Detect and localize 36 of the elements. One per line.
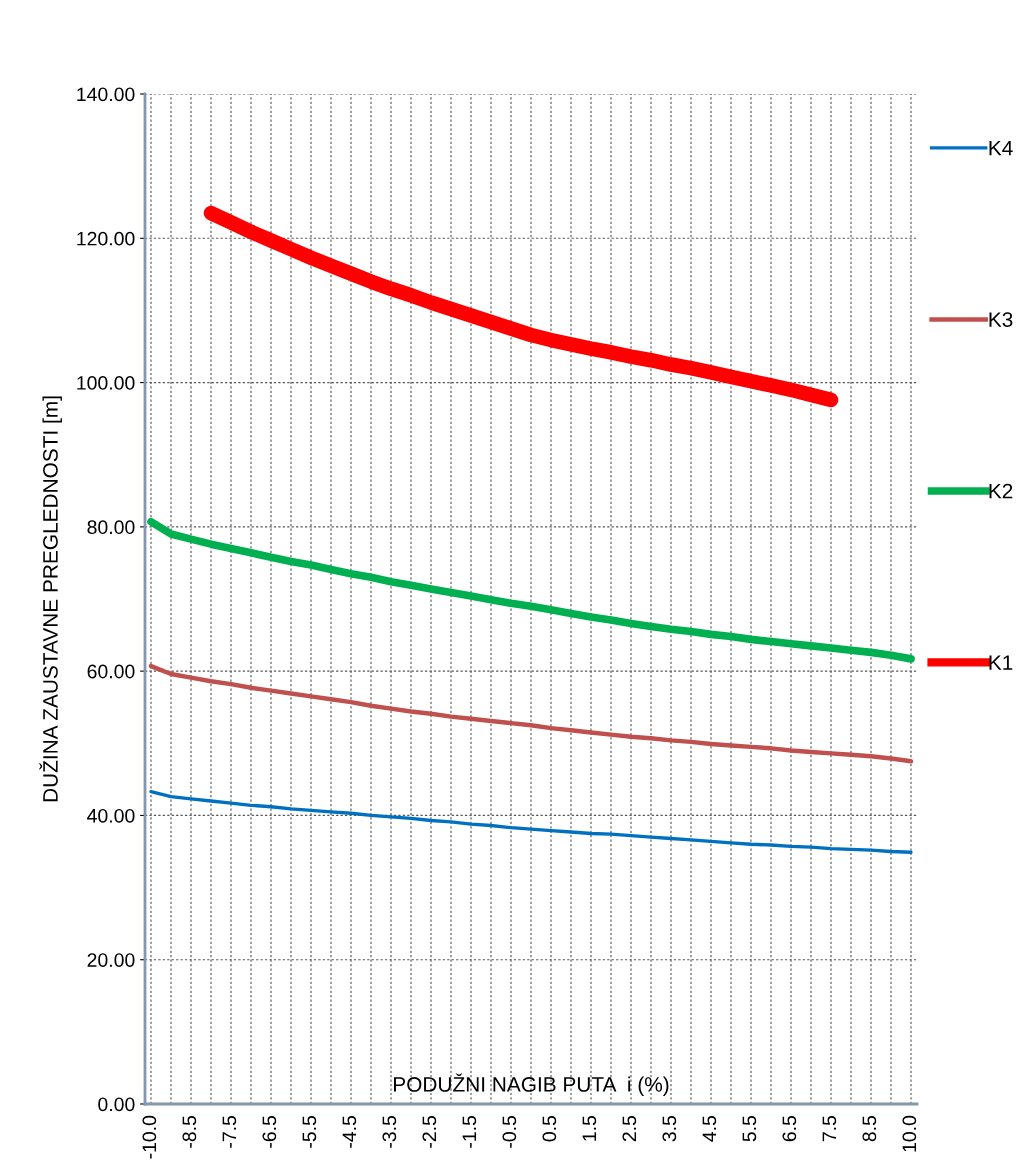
x-tick-label: -8.5 [182,1115,197,1148]
x-tick-label: 10.0 [902,1115,917,1152]
line-series [148,663,914,764]
line-series [149,789,913,854]
x-tick-label: -10.0 [142,1115,157,1159]
legend-label: K3 [989,312,1013,327]
legend-label: K2 [989,483,1013,499]
y-tick-label: 60.00 [87,664,135,679]
y-tick-label: 0.00 [98,1097,135,1112]
x-tick-label: -3.5 [382,1115,397,1148]
x-tick-label: 4.5 [702,1115,717,1142]
x-axis-title: PODUŽNI NAGIB PUTA i (%) [393,1073,669,1096]
x-tick-label: -7.5 [222,1115,237,1148]
y-tick-label: 80.00 [87,520,135,535]
x-tick-label: -5.5 [302,1115,317,1148]
x-tick-label: 6.5 [782,1115,797,1142]
x-tick-label: -1.5 [462,1115,477,1148]
x-tick-label: -4.5 [342,1115,357,1148]
x-tick-label: 7.5 [822,1115,837,1142]
x-tick-label: -6.5 [262,1115,277,1148]
x-tick-label: 2.5 [622,1115,637,1142]
legend-label: K1 [989,655,1013,670]
y-tick-label: 120.00 [77,231,135,246]
x-tick-label: 8.5 [862,1115,877,1142]
x-tick-label: 0.5 [542,1115,557,1142]
x-tick-label: -0.5 [502,1115,517,1148]
x-tick-label: -2.5 [422,1115,437,1148]
y-tick-label: 100.00 [77,376,135,390]
y-tick-label: 20.00 [87,953,135,967]
x-tick-label: 1.5 [582,1115,597,1141]
x-tick-label: 3.5 [662,1115,677,1142]
y-tick-label: 140.00 [77,87,135,102]
legend-label: K4 [989,140,1013,156]
x-tick-label: 5.5 [742,1115,757,1142]
y-tick-label: 40.00 [87,808,135,823]
y-axis-title: DUŽINA ZAUSTAVNE PREGLEDNOSTI [m] [39,396,62,802]
